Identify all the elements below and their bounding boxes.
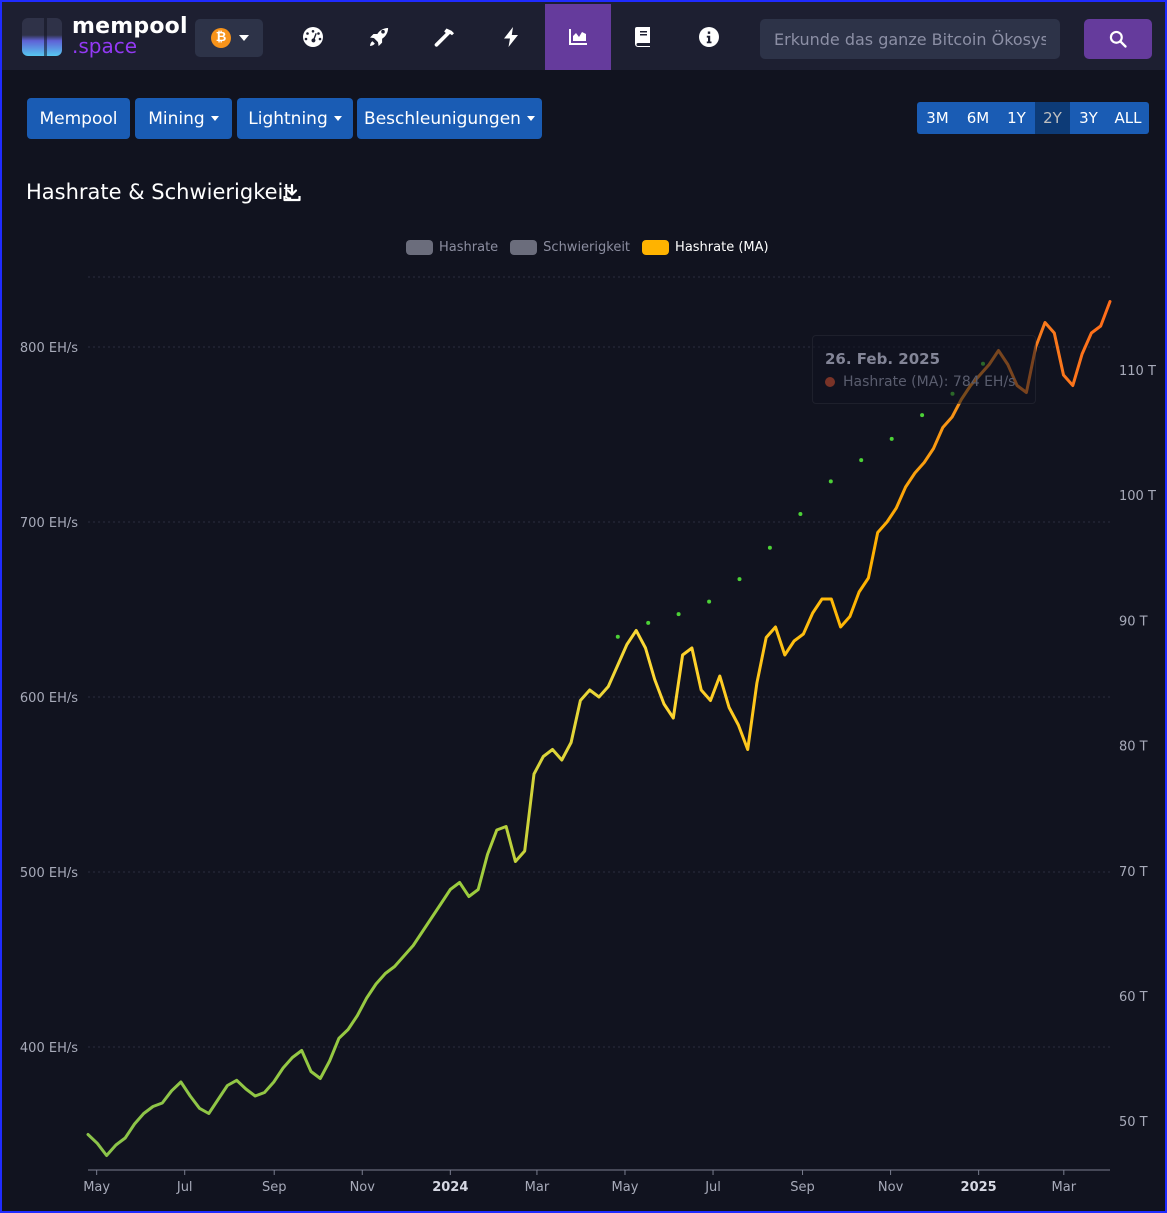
y-right-tick-label: 50 T <box>1119 1115 1148 1130</box>
legend-label: Hashrate <box>439 239 499 255</box>
mining-dropdown-button[interactable]: Mining <box>135 98 232 139</box>
difficulty-point <box>615 634 620 639</box>
tooltip-value: Hashrate (MA): 784 EH/s <box>825 374 1015 390</box>
x-tick-label: 2025 <box>961 1180 997 1195</box>
hammer-icon[interactable] <box>412 4 478 70</box>
difficulty-point <box>707 599 712 604</box>
book-icon[interactable] <box>610 4 676 70</box>
caret-down-icon <box>333 116 342 121</box>
y-right-tick-label: 80 T <box>1119 740 1148 755</box>
range-3m-button[interactable]: 3M <box>917 102 958 134</box>
network-selector-button[interactable]: ₿ <box>195 19 263 57</box>
x-tick-label: Sep <box>790 1180 815 1195</box>
difficulty-point <box>828 479 833 484</box>
legend-swatch <box>642 239 670 255</box>
range-3y-button[interactable]: 3Y <box>1070 102 1107 134</box>
difficulty-point <box>920 413 925 418</box>
difficulty-point <box>767 545 772 550</box>
y-right-tick-label: 60 T <box>1119 990 1148 1005</box>
range-1y-button[interactable]: 1Y <box>998 102 1035 134</box>
x-tick-label: 2024 <box>432 1180 468 1195</box>
y-right-tick-label: 100 T <box>1119 489 1156 504</box>
tooltip-value-text: Hashrate (MA): 784 EH/s <box>843 374 1016 390</box>
hashrate-ma-series <box>86 300 1112 1157</box>
legend-label: Schwierigkeit <box>543 239 631 255</box>
time-range-selector: 3M 6M 1Y 2Y 3Y ALL <box>917 102 1149 134</box>
y-left-tick-label: 800 EH/s <box>20 341 78 356</box>
caret-down-icon <box>210 116 219 121</box>
y-left-tick-label: 400 EH/s <box>20 1041 78 1056</box>
legend-hashrate[interactable]: Hashrate <box>406 239 499 255</box>
hashrate-ma-line <box>86 300 1112 1157</box>
caret-down-icon <box>526 116 535 121</box>
accelerations-dropdown-button[interactable]: Beschleunigungen <box>357 98 542 139</box>
y-right-tick-label: 110 T <box>1119 364 1156 379</box>
mining-menu-label: Mining <box>148 108 205 129</box>
chart-icon[interactable] <box>545 4 611 70</box>
y-left-tick-label: 600 EH/s <box>20 691 78 706</box>
difficulty-point <box>859 458 864 463</box>
chart-tooltip: 26. Feb. 2025 Hashrate (MA): 784 EH/s <box>812 335 1036 404</box>
mempool-menu-button[interactable]: Mempool <box>27 98 130 139</box>
legend-hashrate-ma[interactable]: Hashrate (MA) <box>642 239 769 255</box>
x-tick-label: May <box>83 1180 110 1195</box>
mempool-logo[interactable]: mempool .space <box>22 14 187 58</box>
legend-difficulty[interactable]: Schwierigkeit <box>510 239 631 255</box>
accelerations-menu-label: Beschleunigungen <box>364 108 521 129</box>
chart-title: Hashrate & Schwierigkeit <box>26 180 292 204</box>
bitcoin-icon: ₿ <box>211 28 231 48</box>
x-tick-label: Sep <box>262 1180 287 1195</box>
download-icon[interactable] <box>282 183 302 203</box>
search-input[interactable] <box>760 19 1060 59</box>
logo-text-main: mempool <box>72 14 188 39</box>
chart-axes: 400 EH/s 500 EH/s 600 EH/s 700 EH/s 800 EH/s… <box>20 341 1156 1195</box>
chevron-down-icon <box>239 35 249 41</box>
y-left-tick-label: 500 EH/s <box>20 866 78 881</box>
mempool-menu-label: Mempool <box>39 108 118 129</box>
difficulty-point <box>798 512 803 516</box>
search-icon <box>1109 30 1127 48</box>
logo-mark-icon <box>22 18 62 56</box>
x-tick-label: Nov <box>878 1180 904 1195</box>
x-tick-label: Mar <box>1052 1180 1077 1195</box>
x-tick-label: Mar <box>525 1180 550 1195</box>
tooltip-series-dot <box>825 377 835 387</box>
dashboard-icon[interactable] <box>280 4 346 70</box>
rocket-icon[interactable] <box>346 4 412 70</box>
logo-text-sub: .space <box>72 34 138 58</box>
y-left-tick-label: 700 EH/s <box>20 516 78 531</box>
search-button[interactable] <box>1084 19 1152 59</box>
top-navbar: mempool .space ₿ <box>2 2 1165 70</box>
legend-swatch <box>406 239 433 255</box>
x-tick-label: Jul <box>176 1180 193 1195</box>
difficulty-point <box>676 612 681 617</box>
y-right-tick-label: 70 T <box>1119 865 1148 880</box>
x-tick-label: Jul <box>704 1180 721 1195</box>
legend-label: Hashrate (MA) <box>675 239 769 255</box>
info-icon[interactable] <box>676 4 742 70</box>
x-tick-label: May <box>612 1180 639 1195</box>
lightning-icon[interactable] <box>478 4 544 70</box>
lightning-menu-label: Lightning <box>248 108 328 129</box>
difficulty-point <box>889 436 894 441</box>
x-tick-label: Nov <box>350 1180 376 1195</box>
range-6m-button[interactable]: 6M <box>958 102 998 134</box>
chart-legend: Hashrate Schwierigkeit Hashrate (MA) <box>406 238 781 256</box>
y-right-tick-label: 90 T <box>1119 614 1148 629</box>
legend-swatch <box>510 239 538 255</box>
range-all-button[interactable]: ALL <box>1107 102 1149 134</box>
range-2y-button[interactable]: 2Y <box>1035 102 1070 134</box>
lightning-dropdown-button[interactable]: Lightning <box>237 98 353 139</box>
difficulty-point <box>646 620 651 625</box>
difficulty-point <box>737 577 742 582</box>
tooltip-date: 26. Feb. 2025 <box>825 350 941 368</box>
